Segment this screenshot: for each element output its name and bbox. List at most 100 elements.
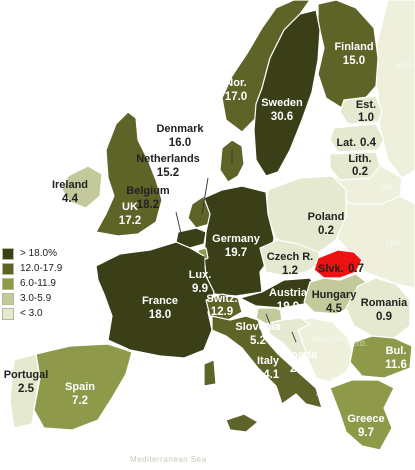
label-bulgaria-name: Bul. [386,345,407,357]
label-latvia-value: 0.4 [360,137,377,149]
label-slovakia-value: 0.7 [348,263,364,275]
leader-slovenia [265,313,271,325]
label-denmark-value: 16.0 [169,137,191,149]
country-sweden[interactable] [253,9,321,177]
country-greece[interactable] [329,379,395,451]
label-latvia-name: Lat. [336,137,356,149]
legend-row: < 3.0 [2,306,62,321]
label-ukraine: Ukr. [386,238,402,248]
label-slovenia-value: 5.2 [250,335,266,347]
legend-row: > 18.0% [2,246,62,261]
label-belgium-name: Belgium [126,185,170,197]
label-estonia-value: 1.0 [358,112,374,124]
leader-croatia [291,331,297,343]
label-albania: Alb. [316,388,332,398]
label-hungary-value: 4.5 [326,303,343,315]
leader-netherlands [201,177,209,215]
label-sweden-value: 30.6 [271,111,293,123]
label-czech-value: 1.2 [282,265,298,277]
country-switzerland[interactable] [205,293,243,321]
label-belgium-value: 18.2 [137,199,159,211]
legend-label: 12.0-17.9 [20,263,63,274]
country-uk[interactable] [95,111,163,237]
label-france-name: France [142,295,178,307]
label-austria-name: Austria [269,287,308,299]
country-estonia[interactable] [339,95,383,125]
country-spain[interactable] [33,343,133,431]
label-luxembourg-name: Lux. [189,269,212,281]
legend-label: 3.0-5.9 [20,293,52,304]
label-france-value: 18.0 [149,309,171,321]
label-lithuania-value: 0.2 [352,166,368,178]
label-croatia-name: Croatia [279,349,318,361]
label-netherlands-value: 15.2 [157,167,179,179]
country-latvia[interactable] [329,123,385,153]
country-finland[interactable] [317,0,379,109]
label-spain-name: Spain [65,381,95,393]
label-romania-name: Romania [361,297,408,309]
country-germany[interactable] [203,185,275,297]
label-slovenia-name: Slovenia [235,321,281,333]
label-sea: Mediterranean Sea [130,455,207,464]
country-italy[interactable] [203,315,323,433]
legend-swatch [2,277,14,290]
label-hungary-name: Hungary [312,289,358,301]
legend-swatch [2,247,14,260]
label-czech-name: Czech R. [267,251,313,263]
label-netherlands-name: Netherlands [136,153,200,165]
label-romania-value: 0.9 [376,311,392,323]
label-uk-value: 17.2 [119,215,141,227]
label-greece-name: Greece [347,413,384,425]
russia-region [369,0,415,179]
legend-swatch [2,307,14,320]
label-portugal-name: Portugal [4,369,49,381]
legend-swatch [2,262,14,275]
label-spain-value: 7.2 [72,395,88,407]
label-norway-name: Nor. [225,77,246,89]
label-poland-name: Poland [308,211,345,223]
label-belarus: Bel. [380,182,396,192]
label-germany-name: Germany [212,233,261,245]
label-austria-value: 19.9 [277,301,299,313]
label-finland-name: Finland [334,41,373,53]
legend: > 18.0% 12.0-17.9 6.0-11.9 3.0-5.9 < 3.0 [2,246,62,321]
legend-label: < 3.0 [20,308,43,319]
label-switzerland-value: 12.9 [211,306,233,318]
label-serbia: Serb. [346,338,368,348]
country-croatia[interactable] [265,317,311,361]
label-bulgaria-value: 11.6 [385,359,407,371]
country-poland[interactable] [265,175,347,255]
legend-label: > 18.0% [20,248,57,259]
country-labels: Finland 15.0 Nor. 17.0 Sweden 30.6 Est. … [4,41,408,439]
label-lithuania-name: Lith. [348,153,371,165]
label-estonia-name: Est. [356,99,376,111]
label-poland-value: 0.2 [318,225,334,237]
label-germany-value: 19.7 [225,247,247,259]
ukraine-region [331,195,415,289]
label-switzerland-name: Switz. [206,293,237,305]
legend-row: 3.0-5.9 [2,291,62,306]
country-ireland[interactable] [61,165,103,209]
country-slovakia[interactable] [313,249,363,279]
legend-row: 12.0-17.9 [2,261,62,276]
label-ireland-name: Ireland [52,179,88,191]
label-sweden-name: Sweden [261,97,303,109]
label-italy-value: 14.1 [257,369,280,381]
label-russia: Rus. [396,60,415,70]
label-italy-name: Italy [257,355,280,367]
country-lithuania[interactable] [329,151,381,181]
label-croatia-value: 2.1 [290,363,307,375]
legend-swatch [2,292,14,305]
label-denmark-name: Denmark [156,123,204,135]
country-romania[interactable] [345,277,411,339]
label-macedonia: Mac. [330,374,350,384]
legend-row: 6.0-11.9 [2,276,62,291]
label-luxembourg-value: 9.9 [192,283,208,295]
country-bulgaria[interactable] [349,335,413,379]
leader-belgium [175,211,183,239]
legend-label: 6.0-11.9 [20,278,56,289]
label-uk-name: UK [122,201,138,213]
label-ireland-value: 4.4 [62,193,79,205]
